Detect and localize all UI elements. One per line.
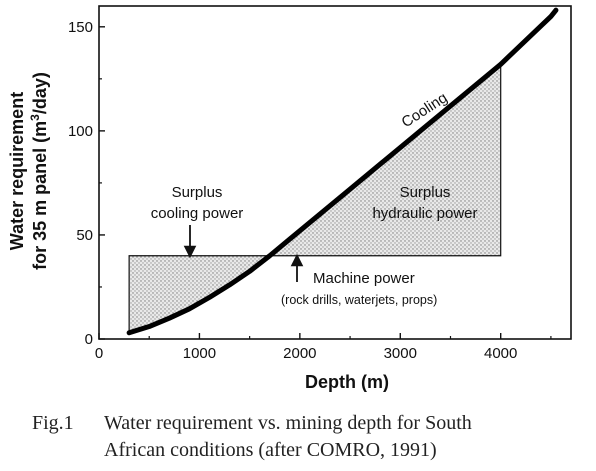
surplus-cooling-label-line1: Surplus	[172, 184, 223, 201]
caption-text-line2: African conditions (after COMRO, 1991)	[104, 439, 437, 461]
caption-text-line1: Water requirement vs. mining depth for S…	[104, 412, 472, 434]
axis-ticks: 0 1000 2000 3000 4000 0 50 100 150	[68, 19, 552, 362]
surplus-hydraulic-label-line2: hydraulic power	[372, 205, 477, 222]
y-axis-title-line2-end: /day)	[30, 72, 50, 114]
y-axis-title-line1: Water requirement	[7, 92, 27, 250]
y-axis-title-line2-main: for 35 m panel (m	[30, 121, 50, 270]
y-tick-label: 100	[68, 123, 93, 140]
figure-caption: Fig.1 Water requirement vs. mining depth …	[32, 410, 592, 464]
plot-frame	[98, 5, 572, 340]
series-layer	[126, 7, 559, 336]
y-axis-title-line2: for 35 m panel (m3/day)	[28, 72, 50, 270]
y-tick-label: 150	[68, 19, 93, 36]
x-tick-label: 3000	[384, 345, 417, 362]
x-tick-label: 2000	[283, 345, 316, 362]
y-tick-label: 0	[85, 331, 93, 348]
caption-figure-number: Fig.1	[32, 412, 74, 434]
y-axis-title-superscript: 3	[28, 114, 42, 121]
surplus-cooling-label-line2: cooling power	[151, 205, 244, 222]
cooling-line	[126, 7, 559, 336]
surplus-hydraulic-label-line1: Surplus	[400, 184, 451, 201]
plot-axes	[98, 5, 572, 340]
x-tick-label: 4000	[484, 345, 517, 362]
machine-power-label: Machine power	[313, 270, 415, 287]
x-axis-title: Depth (m)	[305, 372, 389, 392]
caption-line1: Fig.1 Water requirement vs. mining depth …	[32, 410, 592, 437]
machine-power-detail-label: (rock drills, waterjets, props)	[281, 293, 437, 307]
x-tick-label: 1000	[183, 345, 216, 362]
y-tick-label: 50	[76, 227, 93, 244]
surplus-cooling-region	[128, 255, 272, 334]
x-tick-label: 0	[95, 345, 103, 362]
